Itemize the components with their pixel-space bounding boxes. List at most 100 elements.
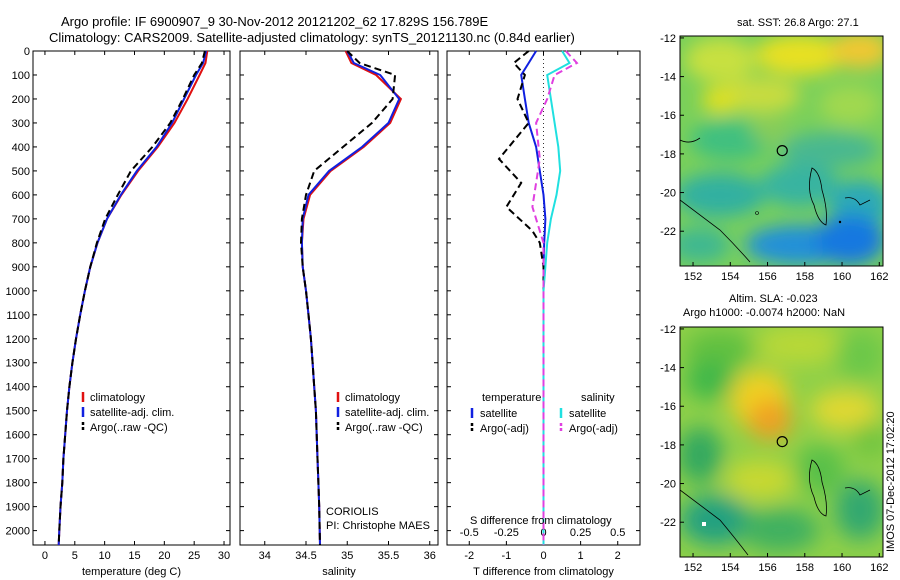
map-y-tick-label: -12 [660,33,676,45]
map-y-tick-label: -18 [660,149,676,161]
legend-entry: Argo(..raw -QC) [90,422,168,434]
legend-entry: Argo(-adj) [480,423,529,435]
y-tick-label: 1600 [6,430,30,442]
map-y-tick-label: -18 [660,440,676,452]
series-line-argo-raw-qc- [299,50,397,546]
map-x-tick-label: 156 [758,271,776,283]
map-y-tick-label: -20 [660,479,676,491]
sla-map-title: Altim. SLA: -0.023 [729,293,818,305]
x-tick-label: 30 [218,550,230,562]
sla-map-image [680,327,883,557]
sst-map-title: sat. SST: 26.8 Argo: 27.1 [737,17,859,29]
temperature-panel: 0100200300400500600700800900100011001200… [6,46,231,578]
legend-title: temperature [482,392,541,404]
map-x-tick-label: 154 [721,271,739,283]
y-tick-label: 500 [12,166,30,178]
y-tick-label: 1000 [6,286,30,298]
y-tick-label: 1500 [6,406,30,418]
legend-entry: Argo(..raw -QC) [345,422,423,434]
legend-entry: satellite [569,408,606,420]
x-tick-label: 5 [72,550,78,562]
y-tick-label: 600 [12,190,30,202]
x-axis-label: T difference from climatology [473,566,614,578]
legend-title: salinity [581,392,615,404]
y-tick-label: 1300 [6,358,30,370]
map-y-tick-label: -14 [660,72,676,84]
y-tick-label: 800 [12,238,30,250]
legend-entry: satellite [480,408,517,420]
map-x-tick-label: 158 [796,271,814,283]
legend-entry: satellite-adj. clim. [90,407,174,419]
s-tick-label: -0.5 [460,527,479,539]
s-tick-label: -0.25 [494,527,519,539]
map-x-tick-label: 160 [833,271,851,283]
y-tick-label: 300 [12,118,30,130]
y-tick-label: 1700 [6,454,30,466]
x-tick-label: 10 [99,550,111,562]
map-x-tick-label: 154 [721,562,739,574]
x-tick-label: 34.5 [295,550,316,562]
y-tick-label: 1200 [6,334,30,346]
header-line-1: Argo profile: IF 6900907_9 30-Nov-2012 2… [61,14,488,29]
map-y-tick-label: -20 [660,188,676,200]
x-tick-label: -2 [464,550,474,562]
series-line-argo-adj- [531,50,579,545]
y-tick-label: 1900 [6,502,30,514]
x-tick-label: 2 [615,550,621,562]
y-tick-label: 700 [12,214,30,226]
x-tick-label: 36 [424,550,436,562]
map-y-tick-label: -14 [660,363,676,375]
x-tick-label: 0 [540,550,546,562]
plot-frame [32,50,231,546]
sla-map-axes: 152 154 156 158 160 162 -12 -14 -16 -18 -20 -22 [660,324,888,574]
legend-entry: climatology [345,392,401,404]
series-line-argo-raw-qc- [57,50,206,546]
map-y-tick-label: -16 [660,401,676,413]
y-tick-label: 400 [12,142,30,154]
map-x-tick-label: 156 [758,562,776,574]
s-tick-label: 0.5 [610,527,625,539]
x-tick-label: 0 [42,550,48,562]
legend-entry: satellite-adj. clim. [345,407,429,419]
plot-frame [239,50,439,546]
x-tick-label: 35.5 [378,550,399,562]
map-frame [679,35,884,267]
map-x-tick-label: 152 [684,562,702,574]
series-line-satellite [542,50,571,545]
y-tick-label: 1100 [6,310,30,322]
map-y-tick-label: -16 [660,110,676,122]
map-x-tick-label: 152 [684,271,702,283]
map-frame [679,326,884,558]
y-tick-label: 0 [24,46,30,58]
legend-entry: climatology [90,392,146,404]
series-line-satellite-adj-clim- [300,50,401,546]
x-axis-label: temperature (deg C) [82,566,181,578]
sla-map-subtitle: Argo h1000: -0.0074 h2000: NaN [683,307,845,319]
x-tick-label: 35 [341,550,353,562]
y-tick-label: 200 [12,94,30,106]
y-tick-label: 2000 [6,526,30,538]
difference-panel: -2 -1 0 1 2T difference from climatology -0.5… [446,50,641,578]
series-line-satellite-adj-clim- [57,50,208,546]
x-tick-label: 25 [188,550,200,562]
y-tick-label: 1800 [6,478,30,490]
salinity-panel: 34 34.5 35 35.5 36 salinity climatology satelli… [239,50,439,578]
y-tick-label: 100 [12,70,30,82]
x-tick-label: 20 [158,550,170,562]
map-x-tick-label: 162 [870,562,888,574]
sst-map-axes: 152 154 156 158 160 162 -12 -14 -16 -18 -20 -22 [660,33,888,283]
x-tick-label: -1 [501,550,511,562]
map-x-tick-label: 158 [796,562,814,574]
header-line-2: Climatology: CARS2009. Satellite-adjuste… [49,30,575,45]
x-tick-label: 15 [128,550,140,562]
coriolis-label: CORIOLIS [326,506,379,518]
x-tick-label: 1 [578,550,584,562]
x-axis-label: salinity [322,566,356,578]
imos-timestamp: IMOS 07-Dec-2012 17:02:20 [885,411,897,552]
map-y-tick-label: -22 [660,226,676,238]
s-difference-label: S difference from climatology [470,515,612,527]
sst-map-image [680,36,883,266]
y-tick-label: 1400 [6,382,30,394]
x-tick-label: 34 [259,550,271,562]
